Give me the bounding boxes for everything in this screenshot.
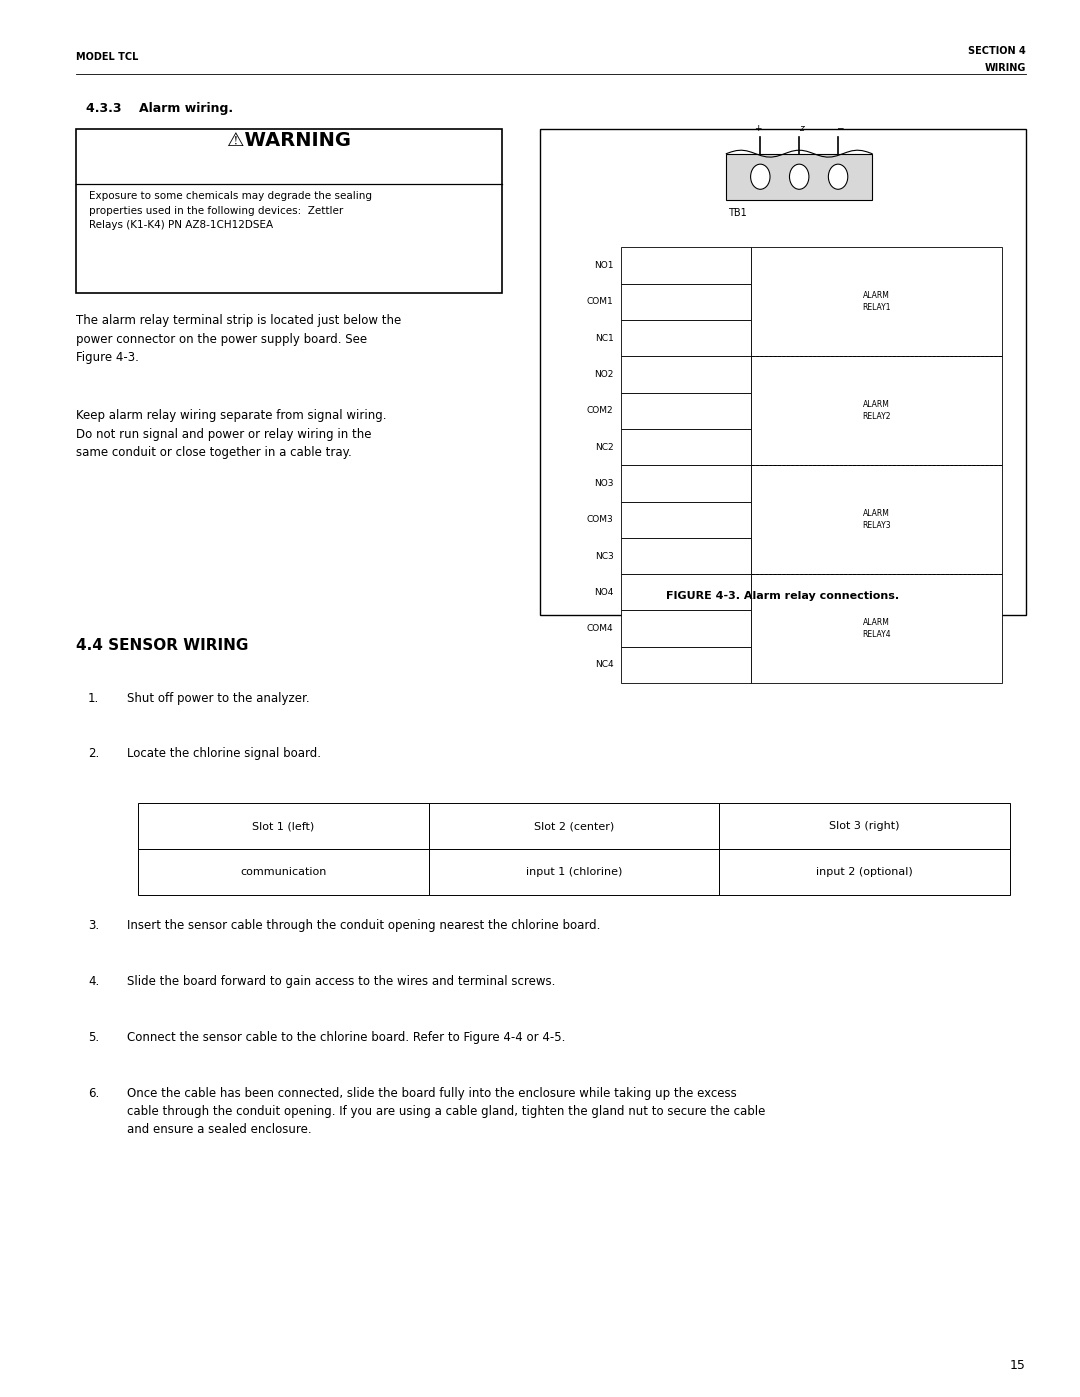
Text: NC1: NC1	[595, 334, 613, 342]
Text: Shut off power to the analyzer.: Shut off power to the analyzer.	[127, 692, 310, 704]
Text: COM2: COM2	[586, 407, 613, 415]
Text: WIRING: WIRING	[985, 63, 1026, 73]
Bar	[719, 803, 1010, 849]
Text: NC2: NC2	[595, 443, 613, 451]
Bar	[621, 502, 751, 538]
Text: 2.: 2.	[89, 747, 99, 760]
Text: ALARM
RELAY3: ALARM RELAY3	[862, 510, 891, 529]
Bar	[621, 574, 751, 610]
Text: Slot 1 (left): Slot 1 (left)	[253, 821, 314, 831]
Text: FIGURE 4-3. Alarm relay connections.: FIGURE 4-3. Alarm relay connections.	[666, 591, 900, 601]
Text: Insert the sensor cable through the conduit opening nearest the chlorine board.: Insert the sensor cable through the cond…	[127, 919, 600, 932]
Bar	[719, 849, 1010, 895]
Text: input 1 (chlorine): input 1 (chlorine)	[526, 868, 622, 877]
Bar	[621, 393, 751, 429]
Bar	[621, 320, 751, 356]
Text: 4.: 4.	[89, 975, 99, 988]
Text: ALARM
RELAY1: ALARM RELAY1	[862, 292, 891, 312]
Text: input 2 (optional): input 2 (optional)	[816, 868, 913, 877]
Bar	[429, 849, 719, 895]
Circle shape	[751, 165, 770, 190]
Text: ALARM
RELAY2: ALARM RELAY2	[862, 401, 891, 420]
Bar	[621, 647, 751, 683]
Bar	[751, 465, 1002, 574]
Text: SECTION 4: SECTION 4	[969, 46, 1026, 56]
Text: Connect the sensor cable to the chlorine board. Refer to Figure 4-4 or 4-5.: Connect the sensor cable to the chlorine…	[127, 1031, 566, 1044]
Text: NC4: NC4	[595, 661, 613, 669]
Text: 1.: 1.	[89, 692, 99, 704]
Bar	[540, 129, 1026, 615]
Text: 4.3.3    Alarm wiring.: 4.3.3 Alarm wiring.	[86, 102, 233, 115]
Bar	[751, 247, 1002, 356]
Text: The alarm relay terminal strip is located just below the
power connector on the : The alarm relay terminal strip is locate…	[76, 314, 401, 365]
Text: Slot 3 (right): Slot 3 (right)	[829, 821, 900, 831]
Bar	[621, 284, 751, 320]
Text: 4.4 SENSOR WIRING: 4.4 SENSOR WIRING	[76, 638, 248, 654]
Text: Exposure to some chemicals may degrade the sealing
properties used in the follow: Exposure to some chemicals may degrade t…	[89, 191, 372, 231]
Text: TB1: TB1	[729, 208, 747, 218]
Bar	[138, 849, 429, 895]
Text: 15: 15	[1010, 1359, 1026, 1372]
Text: COM4: COM4	[586, 624, 613, 633]
Bar	[751, 356, 1002, 465]
Text: NO1: NO1	[594, 261, 613, 270]
Text: ALARM
RELAY4: ALARM RELAY4	[862, 619, 891, 638]
Text: 5.: 5.	[89, 1031, 99, 1044]
Text: communication: communication	[241, 868, 326, 877]
Bar	[726, 154, 873, 200]
Text: NO4: NO4	[594, 588, 613, 597]
Bar	[621, 429, 751, 465]
Text: MODEL TCL: MODEL TCL	[76, 52, 138, 61]
Circle shape	[789, 165, 809, 190]
Text: COM3: COM3	[586, 515, 613, 524]
Bar	[621, 247, 751, 284]
Text: +: +	[755, 124, 761, 133]
Bar	[751, 574, 1002, 683]
Text: NC3: NC3	[595, 552, 613, 560]
Text: Locate the chlorine signal board.: Locate the chlorine signal board.	[127, 747, 322, 760]
Bar	[621, 538, 751, 574]
Text: Keep alarm relay wiring separate from signal wiring.
Do not run signal and power: Keep alarm relay wiring separate from si…	[76, 409, 387, 460]
Text: COM1: COM1	[586, 298, 613, 306]
Text: NO2: NO2	[594, 370, 613, 379]
Bar	[621, 465, 751, 502]
Bar	[621, 356, 751, 393]
Text: NO3: NO3	[594, 479, 613, 488]
Text: Slot 2 (center): Slot 2 (center)	[534, 821, 615, 831]
Bar	[138, 803, 429, 849]
Text: −: −	[837, 124, 843, 133]
Text: 3.: 3.	[89, 919, 99, 932]
Circle shape	[828, 165, 848, 190]
Bar	[621, 610, 751, 647]
Bar	[76, 129, 502, 293]
Text: ⚠WARNING: ⚠WARNING	[227, 131, 351, 151]
Text: Slide the board forward to gain access to the wires and terminal screws.: Slide the board forward to gain access t…	[127, 975, 556, 988]
Text: 6.: 6.	[89, 1087, 99, 1099]
Bar	[429, 803, 719, 849]
Text: Once the cable has been connected, slide the board fully into the enclosure whil: Once the cable has been connected, slide…	[127, 1087, 766, 1136]
Text: z: z	[799, 124, 804, 133]
